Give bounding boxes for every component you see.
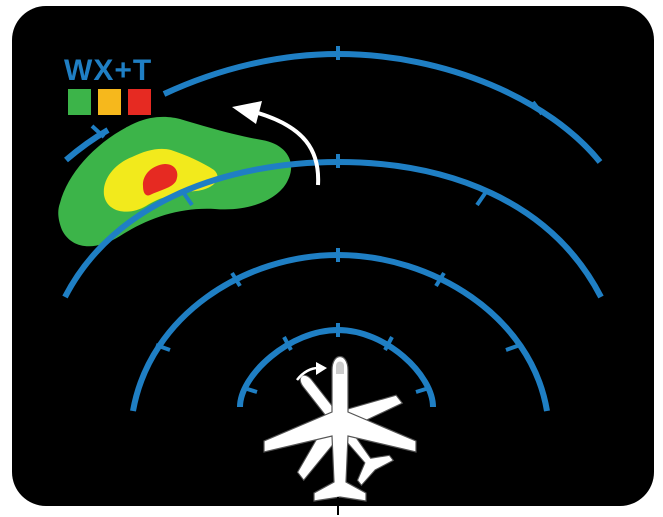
legend-swatch-heavy <box>128 89 151 115</box>
range-tick <box>230 271 242 288</box>
legend-swatch-moderate <box>98 89 121 115</box>
airplane-icon <box>263 355 417 502</box>
range-tick <box>282 336 293 351</box>
range-tick <box>383 336 394 351</box>
range-tick <box>243 386 258 394</box>
range-ring-4-left-segment <box>64 127 110 163</box>
legend-swatch-light <box>68 89 91 115</box>
range-tick <box>155 343 171 352</box>
range-tick <box>531 100 544 116</box>
mode-label: WX+T <box>64 54 152 87</box>
range-tick <box>415 386 430 394</box>
color-legend <box>68 89 151 115</box>
range-tick <box>90 124 106 139</box>
range-ring-tick-marks <box>90 46 544 394</box>
range-tick <box>505 343 521 352</box>
range-tick <box>181 190 194 207</box>
small-curved-arrow-icon <box>296 362 327 381</box>
weather-cell <box>58 116 292 247</box>
weather-red-zone <box>142 164 178 196</box>
range-tick <box>434 271 446 288</box>
range-ring-4 <box>162 50 603 164</box>
range-tick <box>475 190 488 207</box>
curved-arrow-icon <box>232 101 321 186</box>
